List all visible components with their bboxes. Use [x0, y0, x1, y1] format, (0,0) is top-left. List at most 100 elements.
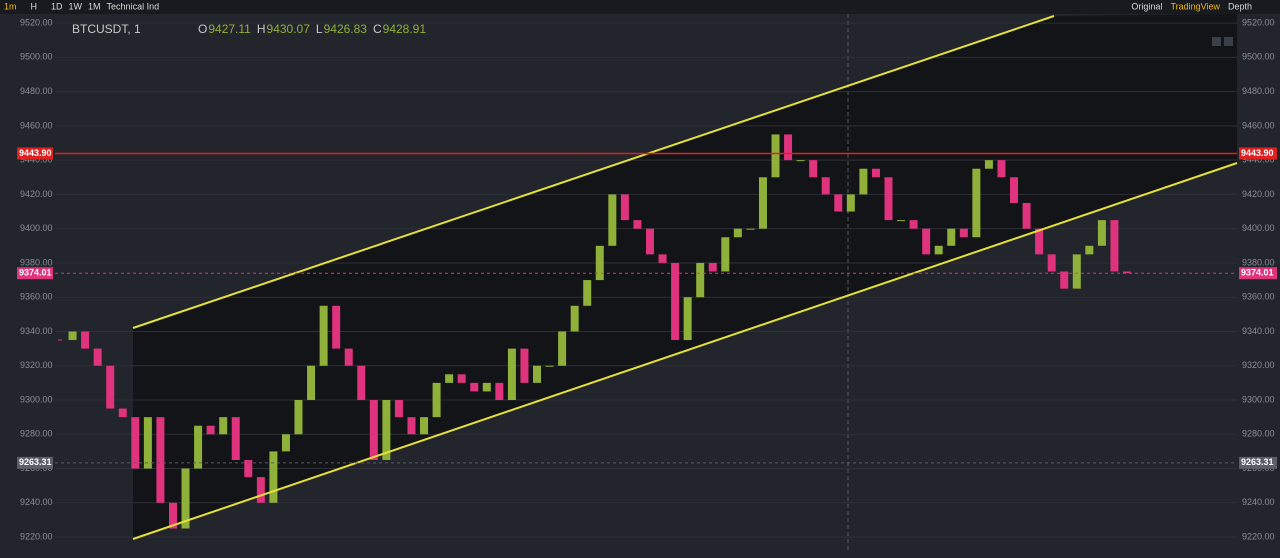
candle	[1047, 254, 1056, 272]
candle	[420, 417, 429, 435]
candle	[495, 382, 504, 401]
candle	[1010, 177, 1019, 203]
candle	[369, 400, 378, 460]
y-tick-label: 9520.00	[1242, 17, 1275, 27]
ohlc-value: 9428.91	[383, 22, 427, 36]
interval-button[interactable]: 1m	[4, 1, 17, 11]
candle	[809, 160, 818, 178]
y-tick-label: 9500.00	[20, 52, 53, 62]
candle	[758, 177, 767, 229]
candle	[922, 228, 931, 255]
candle	[658, 254, 667, 263]
candle	[281, 434, 290, 452]
ohlc-key: O	[198, 22, 207, 36]
interval-button[interactable]: 1M	[88, 1, 101, 11]
candle	[344, 348, 353, 366]
candle	[206, 425, 215, 435]
y-tick-label: 9300.00	[1242, 394, 1275, 404]
y-tick-label: 9240.00	[20, 497, 53, 507]
candle	[219, 417, 228, 435]
candle	[1072, 254, 1081, 289]
y-tick-label: 9500.00	[1242, 52, 1275, 62]
candle	[382, 400, 391, 460]
candle	[1035, 228, 1044, 255]
view-button[interactable]: Depth	[1228, 1, 1252, 11]
view-button[interactable]: TradingView	[1170, 1, 1220, 11]
price-tag-label: 9374.01	[19, 268, 52, 278]
candle	[269, 451, 278, 503]
toolbar	[0, 0, 1280, 14]
y-tick-label: 9400.00	[1242, 223, 1275, 233]
candle	[244, 459, 253, 478]
candle	[445, 374, 454, 383]
y-tick-label: 9360.00	[20, 292, 53, 302]
price-tag-label: 9263.31	[19, 457, 52, 467]
y-tick-label: 9220.00	[20, 531, 53, 541]
y-tick-label: 9280.00	[20, 429, 53, 439]
legend-symbol: BTCUSDT, 1	[72, 22, 141, 36]
channel-fill	[133, 14, 1237, 539]
candle	[143, 417, 152, 469]
candle	[947, 228, 956, 246]
candle	[482, 382, 491, 392]
candle	[156, 417, 165, 503]
interval-button[interactable]: 1W	[69, 1, 83, 11]
y-tick-label: 9480.00	[1242, 86, 1275, 96]
y-tick-label: 9320.00	[1242, 360, 1275, 370]
price-tag-label: 9443.90	[19, 148, 52, 158]
candle	[733, 228, 742, 238]
ohlc-value: 9427.11	[208, 22, 251, 36]
candle	[846, 194, 855, 212]
candle	[784, 134, 793, 161]
candle	[1097, 220, 1106, 246]
candle	[520, 348, 529, 383]
price-tag	[1239, 456, 1277, 469]
candle	[545, 365, 554, 367]
candle	[294, 400, 303, 435]
candle	[884, 177, 893, 221]
ohlc-value: 9426.83	[324, 22, 368, 36]
candle	[1060, 271, 1069, 289]
candle	[984, 160, 993, 169]
candle	[1123, 271, 1131, 274]
candle	[871, 168, 880, 178]
pane-button[interactable]	[1212, 37, 1221, 46]
price-tag	[17, 147, 53, 160]
candle	[81, 331, 90, 349]
pane-button[interactable]	[1224, 37, 1233, 46]
candle	[671, 262, 680, 341]
price-tag	[17, 267, 53, 280]
candle	[608, 194, 617, 246]
candle	[558, 331, 567, 366]
y-tick-label: 9440.00	[1242, 155, 1275, 165]
candle	[771, 134, 780, 178]
candle	[256, 477, 265, 503]
candle	[407, 417, 416, 435]
y-tick-label: 9420.00	[20, 189, 53, 199]
candle	[470, 382, 479, 392]
indicators-button[interactable]: Technical Ind	[107, 1, 160, 11]
interval-button[interactable]: 1D	[51, 1, 63, 11]
candle	[181, 468, 190, 529]
price-tag	[1239, 267, 1277, 280]
y-tick-label: 9280.00	[1242, 429, 1275, 439]
candle	[168, 502, 177, 529]
candle	[106, 365, 115, 409]
candle	[595, 245, 604, 281]
price-tag-label: 9374.01	[1241, 268, 1274, 278]
candle	[859, 168, 868, 195]
y-tick-label: 9520.00	[20, 17, 53, 27]
interval-button[interactable]: H	[31, 1, 38, 11]
candle	[432, 382, 441, 418]
candle	[307, 365, 316, 401]
candle	[357, 365, 366, 401]
price-tag-label: 9443.90	[1241, 148, 1274, 158]
view-button[interactable]: Original	[1131, 1, 1162, 11]
candle	[118, 408, 127, 418]
candle	[683, 297, 692, 341]
candle	[194, 425, 203, 469]
price-tag-label: 9263.31	[1241, 457, 1274, 467]
price-tag	[17, 456, 53, 469]
